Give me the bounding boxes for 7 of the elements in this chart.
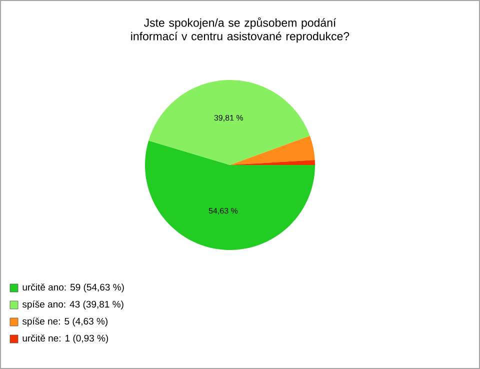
data-label: 54,63 % xyxy=(208,208,238,215)
legend-label: spíše ano: 43 (39,81 %) xyxy=(22,300,124,310)
chart-title: Jste spokojen/a se způsobem podání informací v centru asistované reprodukce? xyxy=(131,17,350,43)
data-label: 39,81 % xyxy=(214,114,244,122)
legend-label: určitě ne: 1 (0,93 %) xyxy=(22,334,108,344)
legend-label: určitě ano: 59 (54,63 %) xyxy=(22,284,124,292)
legend-label: spíše ne: 5 (4,63 %) xyxy=(22,318,108,326)
